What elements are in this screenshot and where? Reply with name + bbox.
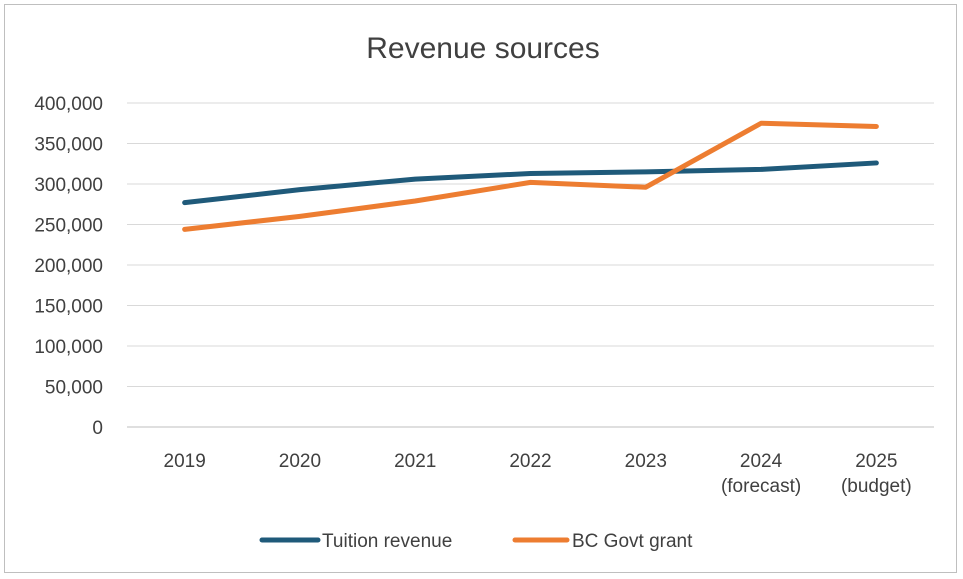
y-tick-label: 350,000: [34, 135, 103, 156]
x-tick-label: 2021: [394, 451, 436, 472]
legend-label: BC Govt grant: [572, 531, 693, 552]
data-point: [530, 181, 531, 183]
data-point: [414, 200, 416, 202]
y-tick-label: 400,000: [34, 94, 103, 115]
y-tick-label: 100,000: [34, 337, 103, 358]
data-point: [645, 186, 647, 188]
x-tick-label: 2025 (budget): [841, 451, 912, 497]
x-tick-label: 2023: [625, 451, 667, 472]
data-point: [184, 202, 186, 204]
y-tick-label: 200,000: [34, 256, 103, 277]
data-point: [414, 178, 416, 180]
series-lines: [182, 120, 879, 232]
legend-label: Tuition revenue: [322, 531, 452, 552]
y-tick-label: 150,000: [34, 297, 103, 318]
x-tick-label: 2022: [509, 451, 551, 472]
data-point: [760, 168, 762, 170]
y-tick-label: 50,000: [45, 378, 103, 399]
legend: Tuition revenue BC Govt grant: [259, 531, 693, 552]
data-point: [875, 125, 877, 127]
x-tick-label: 2019: [164, 451, 206, 472]
y-tick-label: 300,000: [34, 175, 103, 196]
series-line-2: [182, 120, 879, 232]
data-point: [299, 215, 301, 217]
data-point: [645, 171, 647, 173]
data-point: [530, 172, 531, 174]
data-point: [299, 189, 301, 191]
data-point: [760, 122, 762, 124]
x-tick-label: 2020: [279, 451, 321, 472]
y-axis-tick-labels: 0 50,000 100,000 150,000 200,000 250,000 300,0…: [34, 94, 103, 439]
data-point: [875, 162, 877, 164]
data-point: [184, 228, 186, 230]
x-axis-tick-labels: 2019 2020 2021 2022 2023 2024 (forecast) 2025 (b…: [164, 451, 912, 497]
gridlines: [127, 102, 934, 428]
y-tick-label: 250,000: [34, 216, 103, 237]
x-tick-label: 2024 (forecast): [721, 451, 801, 497]
chart-area: [4, 4, 957, 573]
chart-title: Revenue sources: [366, 32, 599, 65]
y-tick-label: 0: [92, 418, 103, 439]
